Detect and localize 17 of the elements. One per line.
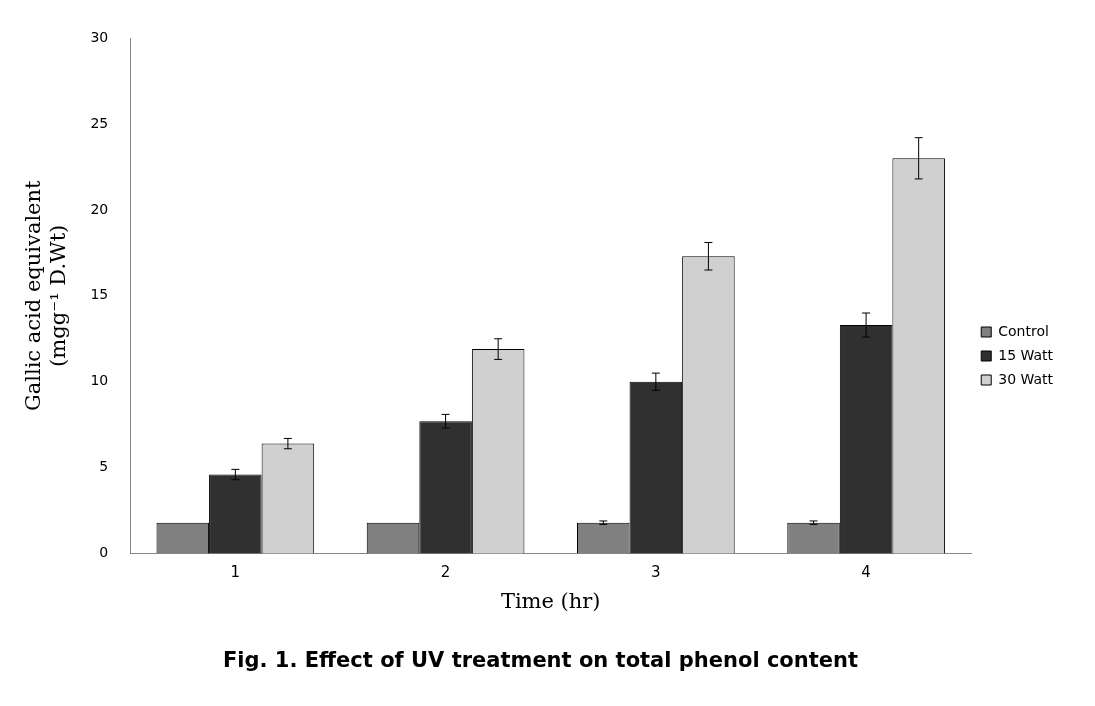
x-tick-label: 1 — [230, 563, 241, 582]
x-tick-label: 4 — [861, 563, 871, 582]
y-tick-label: 15 — [90, 286, 109, 303]
text: Fig. 1. Effect of UV treatment on total phenol content — [222, 647, 859, 672]
y-tick-label: 10 — [90, 372, 109, 389]
y-tick-label: 0 — [99, 544, 109, 561]
legend-label: Control — [998, 322, 1049, 339]
legend-label: 30 Watt — [998, 370, 1054, 387]
y-tick-label: 30 — [90, 28, 109, 45]
y-axis-title: Gallic acid equivalent (mgg⁻¹ D.Wt) — [21, 179, 71, 412]
x-axis-title: Time (hr) — [500, 588, 601, 613]
x-tick-label: 3 — [651, 563, 661, 582]
y-tick-label: 25 — [90, 114, 109, 131]
x-tick-label: 2 — [440, 563, 451, 582]
y-tick-label: 5 — [99, 458, 109, 475]
y-tick-label: 20 — [90, 200, 109, 217]
legend-label: 15 Watt — [998, 346, 1054, 363]
